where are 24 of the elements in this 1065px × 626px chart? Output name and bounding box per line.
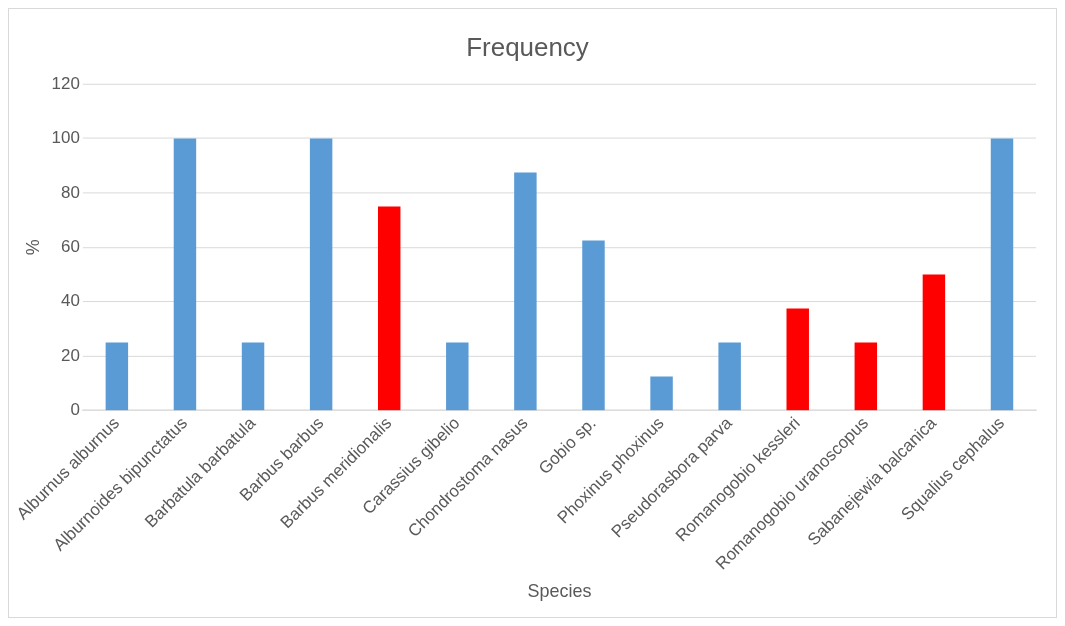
bar — [173, 138, 197, 411]
bar — [854, 342, 878, 411]
y-tick-label: 0 — [70, 400, 80, 420]
y-tick-label: 60 — [60, 236, 80, 256]
bar — [650, 376, 673, 411]
bar — [309, 138, 333, 411]
bar — [446, 342, 469, 411]
y-tick-label: 40 — [60, 291, 80, 311]
y-tick-label: 20 — [60, 345, 80, 365]
bar — [786, 308, 809, 411]
y-tick-label: 120 — [51, 73, 80, 93]
bar — [105, 342, 129, 411]
y-tick-label: 80 — [60, 182, 80, 202]
bar — [990, 138, 1014, 411]
bar — [718, 342, 741, 411]
y-axis-title: % — [22, 239, 43, 256]
chart-title: Frequency — [466, 32, 589, 61]
bar — [241, 342, 265, 411]
x-axis-title: Species — [527, 581, 592, 602]
bar — [922, 274, 946, 411]
bar — [514, 172, 537, 411]
bar — [377, 206, 401, 411]
y-tick-label: 100 — [51, 128, 80, 148]
bar — [582, 240, 605, 411]
